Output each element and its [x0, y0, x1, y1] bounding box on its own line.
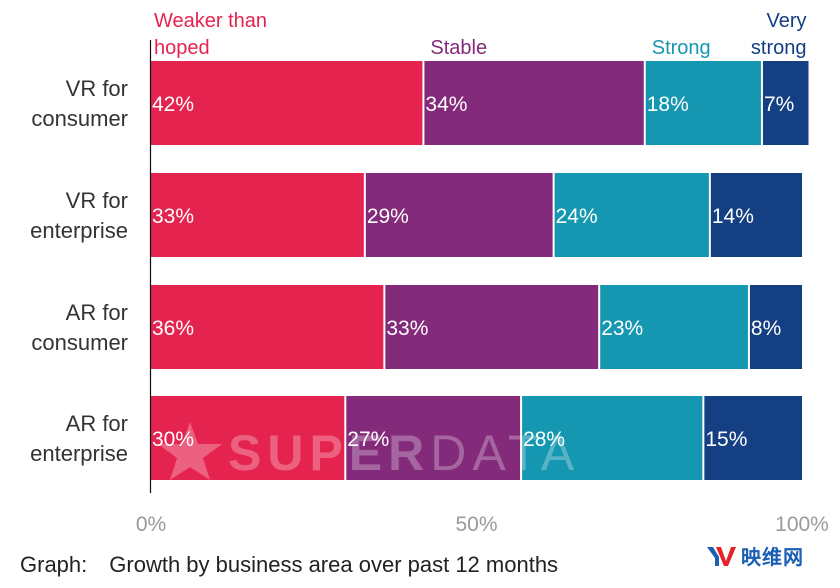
legend: Weaker than hoped Stable Strong Very strong — [154, 10, 807, 59]
bar-segment — [424, 61, 644, 145]
star-icon — [158, 422, 222, 480]
value-label: 23% — [601, 317, 643, 340]
bar-segment — [704, 396, 802, 480]
bar-segment — [522, 396, 703, 480]
category-label: AR for consumer — [31, 300, 128, 355]
legend-entry: Weaker than hoped — [154, 10, 267, 59]
value-label: 14% — [712, 205, 754, 228]
bar-segment — [151, 396, 345, 480]
watermark: SUPERDATA — [158, 422, 580, 481]
caption-prefix: Graph: — [20, 552, 88, 577]
bar-row-ar-for-enterprise: 30% 27% 28% 15% — [151, 396, 802, 480]
value-label: 36% — [152, 317, 194, 340]
bar-segment — [365, 173, 553, 257]
bar-segment — [645, 61, 761, 145]
x-axis-ticks: 0% 50% 100% — [136, 513, 829, 536]
chart-caption: Graph: Growth by business area over past … — [20, 552, 558, 578]
x-tick-label: 100% — [775, 513, 829, 536]
value-label: 8% — [751, 317, 781, 340]
value-label: 28% — [523, 428, 565, 451]
bars: 42% 34% 18% 7% 33% 29% 24% 14% 36% 33% 23% 8% 30% 27%… — [151, 61, 809, 480]
bar-row-vr-for-enterprise: 33% 29% 24% 14% — [151, 173, 802, 257]
x-tick-label: 50% — [455, 513, 497, 536]
value-label: 33% — [152, 205, 194, 228]
value-label: 42% — [152, 93, 194, 116]
bar-segment — [749, 285, 802, 369]
category-labels: VR for consumer VR for enterprise AR for cons… — [30, 76, 128, 466]
value-label: 29% — [367, 205, 409, 228]
logo-text: 映维网 — [741, 547, 804, 569]
bar-segment — [554, 173, 709, 257]
bar-segment — [600, 285, 748, 369]
legend-entry: Stable — [430, 37, 487, 59]
bar-segment — [151, 173, 364, 257]
value-label: 7% — [764, 93, 794, 116]
value-label: 33% — [386, 317, 428, 340]
category-label: AR for enterprise — [30, 411, 128, 466]
value-label: 34% — [425, 93, 467, 116]
bar-segment — [151, 61, 423, 145]
category-label: VR for enterprise — [30, 188, 128, 243]
bar-row-ar-for-consumer: 36% 33% 23% 8% — [151, 285, 802, 369]
bar-segment — [385, 285, 599, 369]
watermark-text: SUPERDATA — [228, 425, 580, 481]
legend-entry: Strong — [652, 37, 711, 59]
bar-segment — [346, 396, 521, 480]
bar-row-vr-for-consumer: 42% 34% 18% 7% — [151, 61, 809, 145]
value-label: 15% — [705, 428, 747, 451]
category-label: VR for consumer — [31, 76, 128, 131]
caption-text: Growth by business area over past 12 mon… — [109, 552, 559, 577]
bar-segment — [762, 61, 809, 145]
value-label: 27% — [347, 428, 389, 451]
yv-logo-icon — [707, 546, 736, 566]
site-logo: 映维网 — [707, 541, 804, 570]
value-label: 24% — [556, 205, 598, 228]
bar-segment — [710, 173, 802, 257]
x-tick-label: 0% — [136, 513, 166, 536]
value-label: 30% — [152, 428, 194, 451]
legend-entry: Very strong — [751, 10, 807, 59]
bar-segment — [151, 285, 384, 369]
value-label: 18% — [647, 93, 689, 116]
